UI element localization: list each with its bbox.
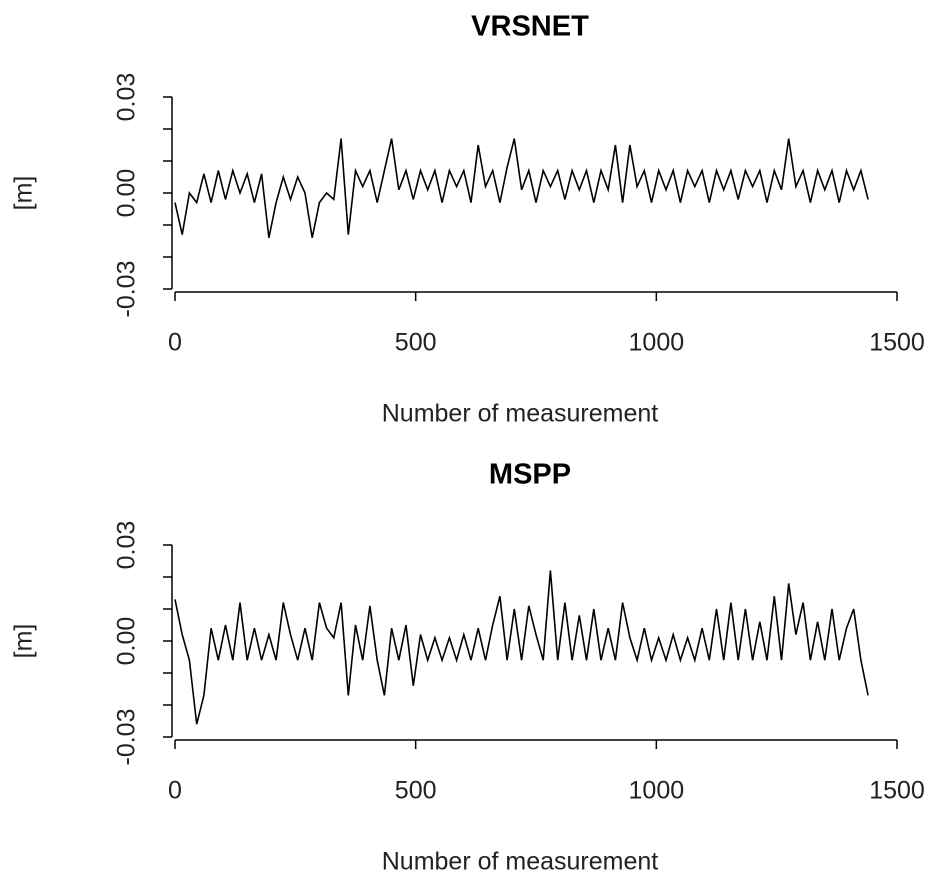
y-tick-label: -0.03 bbox=[113, 709, 141, 766]
x-axis-label: Number of measurement bbox=[382, 848, 659, 876]
x-axis-label: Number of measurement bbox=[382, 400, 659, 428]
x-tick-label: 1500 bbox=[869, 777, 925, 805]
y-tick-label: 0.03 bbox=[113, 521, 141, 570]
data-line bbox=[174, 138, 869, 238]
x-tick-label: 500 bbox=[395, 329, 437, 357]
y-tick-label: -0.03 bbox=[113, 261, 141, 318]
y-tick-label: 0.00 bbox=[113, 617, 141, 666]
data-line bbox=[174, 570, 869, 725]
y-axis-label: [m] bbox=[10, 624, 38, 659]
chart-title: VRSNET bbox=[471, 11, 589, 43]
y-tick-label: 0.00 bbox=[113, 169, 141, 218]
x-tick-label: 0 bbox=[168, 777, 182, 805]
chart-title: MSPP bbox=[489, 459, 571, 491]
x-tick-label: 0 bbox=[168, 329, 182, 357]
x-tick-label: 1000 bbox=[629, 777, 685, 805]
y-axis-label: [m] bbox=[10, 176, 38, 211]
y-tick-label: 0.03 bbox=[113, 73, 141, 122]
x-tick-label: 500 bbox=[395, 777, 437, 805]
x-tick-label: 1500 bbox=[869, 329, 925, 357]
x-tick-label: 1000 bbox=[629, 329, 685, 357]
